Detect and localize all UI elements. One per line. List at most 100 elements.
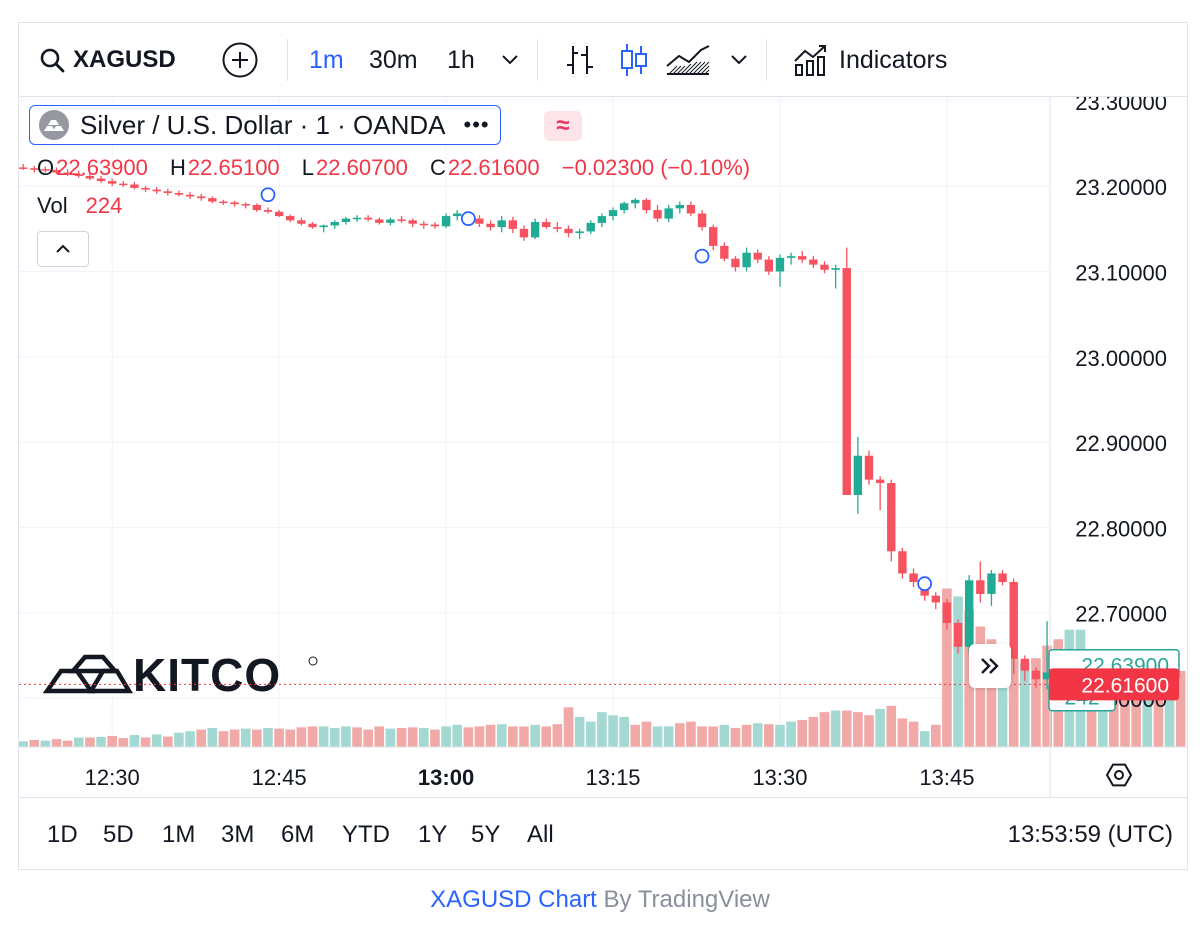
candle-body: [775, 257, 785, 272]
volume-bar: [285, 729, 296, 747]
indicators-button[interactable]: Indicators: [793, 23, 947, 97]
candle-body: [942, 602, 952, 623]
volume-bar: [675, 723, 685, 747]
candle-body: [542, 222, 551, 228]
volume-bar: [129, 734, 140, 747]
event-marker[interactable]: [694, 248, 710, 264]
volume-bar: [953, 596, 963, 747]
range-1y-button[interactable]: 1Y: [418, 821, 448, 848]
chart-type-dropdown-button[interactable]: [730, 23, 748, 97]
y-tick-label: 23.20000: [1075, 175, 1167, 200]
candle-body: [107, 181, 117, 184]
more-options-icon[interactable]: •••: [463, 112, 490, 137]
candle-body: [19, 167, 28, 169]
volume-bar: [552, 724, 563, 747]
candle-body: [263, 210, 273, 212]
candle-body: [642, 199, 651, 211]
candle-body: [909, 573, 918, 582]
volume-bar: [51, 739, 62, 747]
plus-circle-icon: [222, 42, 258, 78]
chart-area[interactable]: KITCO 23.30000 23.20000 23.10000 23.00000 22…: [19, 90, 1188, 797]
candle-body: [230, 202, 239, 205]
candle-body: [475, 218, 484, 224]
volume-bar: [463, 727, 474, 747]
settings-icon-hex: [1105, 763, 1133, 787]
y-tick-label: 22.90000: [1075, 431, 1167, 456]
range-1m-button[interactable]: 1M: [162, 821, 196, 848]
range-5y-button[interactable]: 5Y: [471, 821, 501, 848]
volume-bar: [407, 727, 418, 747]
volume-bar: [1109, 675, 1119, 747]
range-6m-button[interactable]: 6M: [281, 821, 315, 848]
candle-body: [764, 259, 774, 272]
candle-body: [63, 172, 72, 175]
candle-body: [887, 483, 896, 552]
range-3m-button[interactable]: 3M: [221, 821, 255, 848]
candles-style-button[interactable]: [619, 23, 649, 97]
range-all-button[interactable]: All: [527, 821, 554, 848]
volume-bar: [40, 740, 51, 747]
scroll-to-realtime-button[interactable]: [969, 644, 1011, 688]
price-chart[interactable]: KITCO 23.30000 23.20000 23.10000 23.00000 22…: [19, 90, 1188, 797]
interval-1m-button[interactable]: 1m: [309, 45, 344, 74]
y-tick-label: 23.10000: [1075, 261, 1167, 286]
interval-30m-button[interactable]: 30m: [369, 45, 418, 74]
volume-bar: [930, 724, 941, 747]
range-5d-button[interactable]: 5D: [103, 821, 134, 848]
volume-bar: [630, 724, 641, 747]
volume-bar: [1164, 675, 1175, 747]
range-1d-button[interactable]: 1D: [47, 821, 78, 848]
symbol-legend[interactable]: Silver / U.S. Dollar · 1 · OANDA •••: [29, 105, 501, 145]
candle-body: [308, 223, 317, 228]
utc-clock[interactable]: 13:53:59 (UTC): [1007, 821, 1173, 848]
volume-bar: [585, 721, 596, 747]
event-marker[interactable]: [260, 187, 276, 203]
event-markers[interactable]: [260, 187, 933, 592]
range-ytd-button[interactable]: YTD: [342, 821, 390, 848]
volume-legend: Vol 224: [37, 193, 122, 219]
chart-link[interactable]: XAGUSD Chart: [430, 886, 597, 913]
event-marker[interactable]: [460, 211, 476, 227]
collapse-legend-button[interactable]: [37, 231, 89, 267]
candle-body: [530, 222, 540, 238]
volume-bar: [574, 716, 585, 747]
bar-style-button[interactable]: [563, 23, 597, 97]
x-tick-label: 12:30: [85, 765, 140, 790]
event-marker[interactable]: [917, 576, 933, 592]
volume-bar: [764, 724, 774, 747]
search-icon: [40, 48, 65, 73]
candle-body: [141, 187, 150, 190]
tradingview-credit[interactable]: By TradingView: [603, 886, 770, 913]
volume-value: 224: [85, 193, 123, 218]
volume-bar: [708, 726, 718, 747]
volume-bar: [174, 732, 184, 747]
candle-body: [575, 231, 584, 234]
interval-dropdown-button[interactable]: [501, 23, 519, 97]
interval-1h-button[interactable]: 1h: [447, 45, 475, 74]
volume-bar: [942, 588, 952, 747]
volume-bar: [1020, 662, 1030, 747]
chevron-down-icon: [502, 55, 518, 65]
candle-body: [330, 222, 339, 226]
candle-body: [1020, 658, 1030, 671]
volume-bar: [819, 712, 830, 747]
settings-icon[interactable]: [1105, 763, 1133, 787]
candle-body: [274, 211, 284, 217]
candle-body: [631, 199, 640, 204]
data-delayed-badge[interactable]: ≈: [544, 111, 582, 141]
ohlc-legend: O22.63900 H22.65100 L22.60700 C22.61600 …: [37, 155, 766, 181]
area-style-button[interactable]: [665, 23, 711, 97]
volume-bar: [830, 710, 841, 747]
volume-bar: [29, 740, 40, 747]
indicators-label: Indicators: [839, 45, 948, 74]
candle-body: [208, 198, 217, 202]
volume-bar: [62, 740, 73, 747]
x-tick-label: 13:00: [418, 765, 474, 790]
symbol-search-button[interactable]: XAGUSD: [39, 23, 176, 97]
grid-lines: [19, 97, 1049, 747]
candle-body: [397, 219, 406, 221]
candle-body: [786, 256, 796, 258]
volume-bar: [697, 726, 707, 747]
compare-symbol-button[interactable]: [221, 23, 259, 97]
volume-bar: [385, 728, 396, 747]
